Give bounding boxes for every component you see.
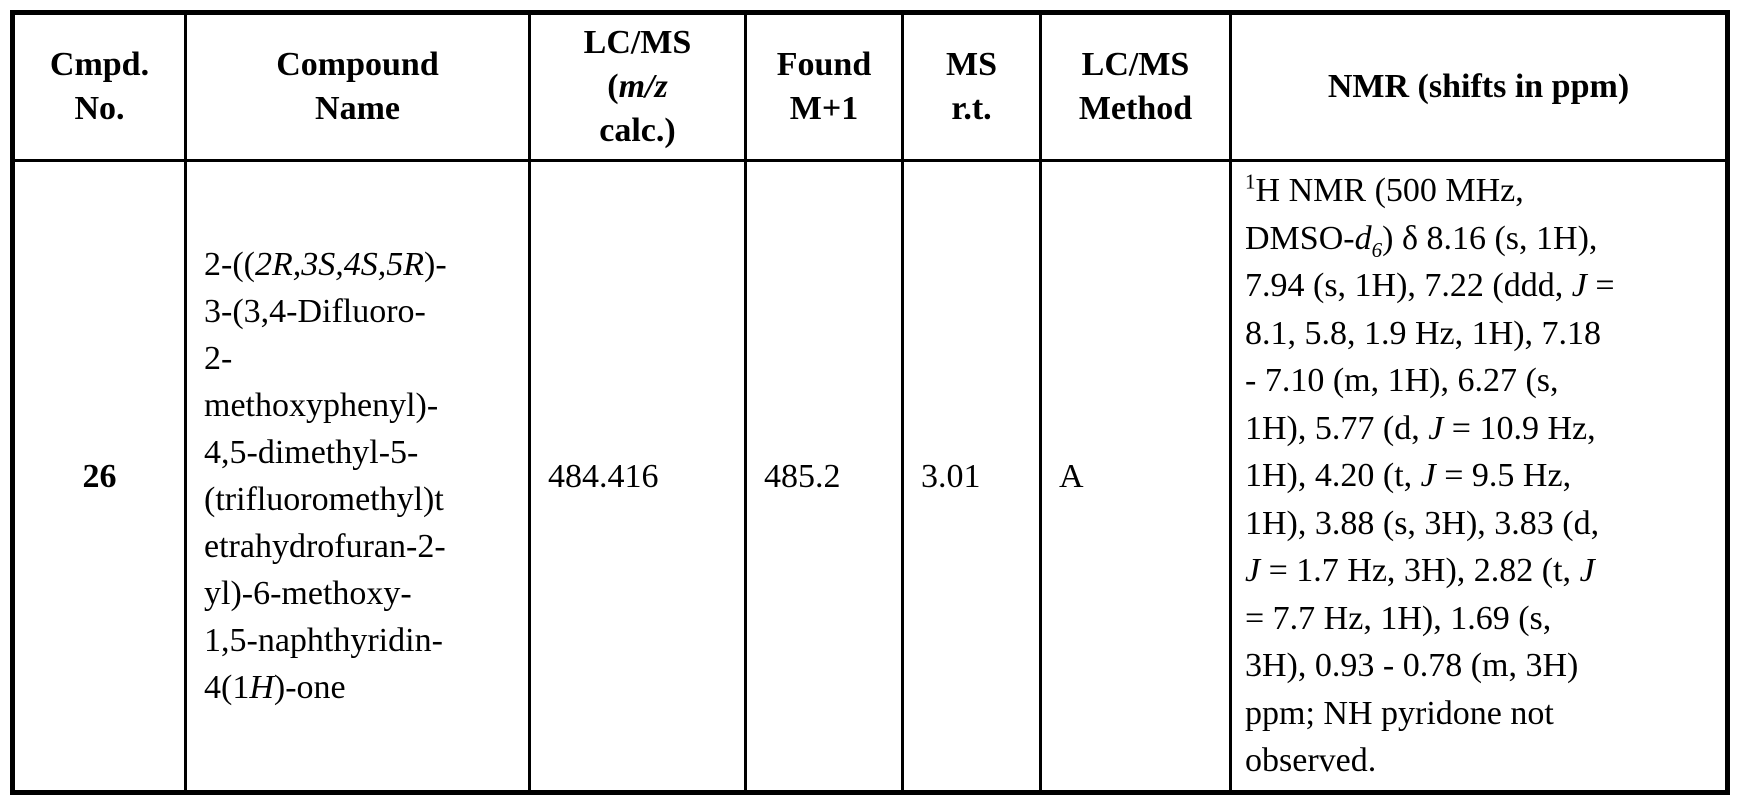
table-header-row: Cmpd. No. Compound Name LC/MS (m/z calc.…: [11, 11, 1729, 162]
compound-data-table: Cmpd. No. Compound Name LC/MS (m/z calc.…: [10, 10, 1730, 795]
column-header-lcms-method: LC/MS Method: [1039, 11, 1232, 162]
column-header-cmpd-no: Cmpd. No.: [11, 11, 187, 162]
cell-ms-rt: 3.01: [901, 159, 1042, 794]
column-header-ms-rt: MS r.t.: [901, 11, 1042, 162]
column-header-lcms-mz-calc: LC/MS (m/z calc.): [528, 11, 747, 162]
cell-compound-name: 2-((2R,3S,4S,5R)- 3-(3,4-Difluoro- 2- me…: [184, 159, 531, 794]
table-row: 26 2-((2R,3S,4S,5R)- 3-(3,4-Difluoro- 2-…: [11, 159, 1729, 794]
cell-cmpd-no: 26: [11, 159, 187, 794]
column-header-compound-name: Compound Name: [184, 11, 531, 162]
cell-lcms-mz-calc: 484.416: [528, 159, 747, 794]
cell-nmr-shifts: 1H NMR (500 MHz, DMSO-d6) δ 8.16 (s, 1H)…: [1229, 159, 1729, 794]
cell-lcms-method: A: [1039, 159, 1232, 794]
column-header-found-m-plus-1: Found M+1: [744, 11, 904, 162]
cell-found-m-plus-1: 485.2: [744, 159, 904, 794]
column-header-nmr: NMR (shifts in ppm): [1229, 11, 1729, 162]
